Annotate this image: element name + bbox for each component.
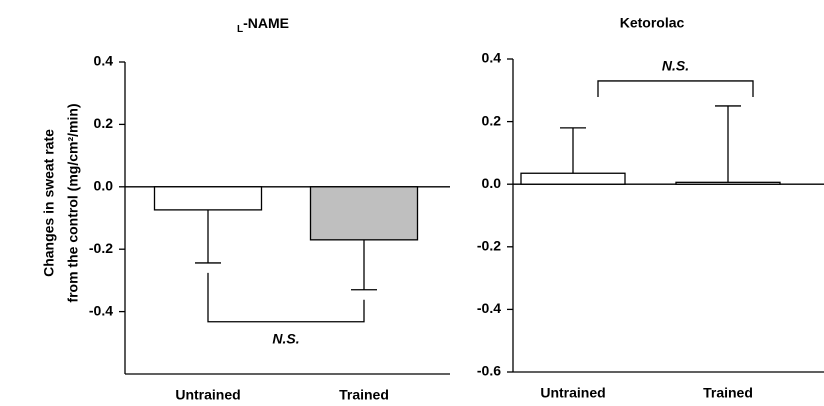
x-tick-label: Trained — [703, 385, 753, 401]
y-tick-label: 0.2 — [94, 115, 114, 131]
y-tick-label: -0.2 — [477, 238, 501, 254]
y-tick-label: 0.2 — [482, 112, 502, 128]
y-tick-label: -0.4 — [89, 302, 113, 318]
title-subscript: L — [237, 24, 243, 35]
y-tick-label: 0.4 — [94, 53, 114, 69]
y-tick-label: 0.4 — [482, 50, 502, 66]
x-tick-label: Untrained — [175, 387, 240, 403]
x-tick-label: Trained — [339, 387, 389, 403]
chart-title: Ketorolac — [620, 15, 685, 31]
y-tick-label: -0.6 — [477, 363, 501, 379]
annotation: N.S. — [272, 330, 299, 346]
y-tick-label: 0.0 — [94, 178, 114, 194]
bar — [675, 181, 781, 185]
significance-bracket — [207, 272, 365, 323]
title-rest: -NAME — [243, 15, 289, 31]
y-tick-label: -0.4 — [477, 300, 501, 316]
y-axis-label: Changes in sweat rate — [41, 129, 57, 277]
bar — [520, 172, 626, 185]
bar — [153, 186, 263, 211]
annotation: N.S. — [662, 58, 689, 74]
significance-bracket — [597, 80, 754, 97]
y-tick-label: -0.2 — [89, 240, 113, 256]
x-tick-label: Untrained — [540, 385, 605, 401]
y-tick-label: 0.0 — [482, 175, 502, 191]
chart-title: L-NAME — [237, 15, 289, 35]
bar — [309, 186, 419, 241]
y-axis-label: from the control (mg/cm²/min) — [65, 103, 81, 302]
